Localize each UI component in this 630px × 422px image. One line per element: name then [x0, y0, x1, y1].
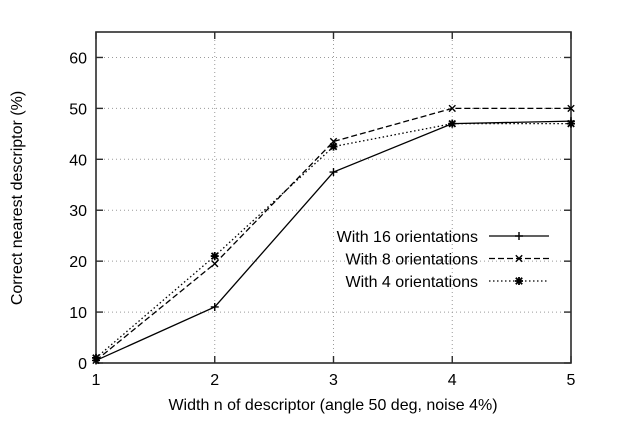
- y-tick-label: 40: [69, 152, 87, 169]
- x-tick-label: 2: [210, 372, 219, 389]
- asterisk-marker: [448, 119, 457, 128]
- x-tick-label: 5: [567, 372, 576, 389]
- plus-marker: [329, 168, 338, 177]
- cross-marker: [211, 260, 219, 268]
- y-tick-label: 30: [69, 203, 87, 220]
- series-line-2: [95, 107, 571, 361]
- x-tick-label: 3: [329, 372, 338, 389]
- y-tick-label: 10: [69, 305, 87, 322]
- plot-border: [95, 31, 572, 364]
- plus-marker: [210, 302, 219, 311]
- legend-cross-marker: [515, 254, 523, 263]
- x-tick-label: 4: [448, 372, 457, 389]
- legend-asterisk-marker: [515, 277, 523, 285]
- y-axis-title: Correct nearest descriptor (%): [9, 91, 26, 305]
- asterisk-marker: [567, 119, 575, 128]
- asterisk-marker: [92, 353, 100, 362]
- cross-marker: [567, 104, 575, 113]
- legend-label: With 8 orientations: [345, 252, 478, 269]
- legend-plus-marker: [515, 232, 523, 240]
- x-tick-label: 1: [92, 372, 101, 389]
- asterisk-marker: [210, 252, 219, 261]
- y-tick-label: 50: [69, 101, 87, 118]
- asterisk-marker: [329, 142, 338, 151]
- y-tick-label: 0: [78, 356, 87, 373]
- cross-marker: [448, 104, 456, 113]
- legend-label: With 16 orientations: [337, 229, 478, 246]
- legend-label: With 4 orientations: [345, 274, 478, 291]
- y-tick-label: 60: [69, 50, 87, 67]
- y-tick-label: 20: [69, 254, 87, 271]
- x-axis-title: Width n of descriptor (angle 50 deg, noi…: [168, 397, 497, 414]
- series-line-3: [95, 123, 571, 359]
